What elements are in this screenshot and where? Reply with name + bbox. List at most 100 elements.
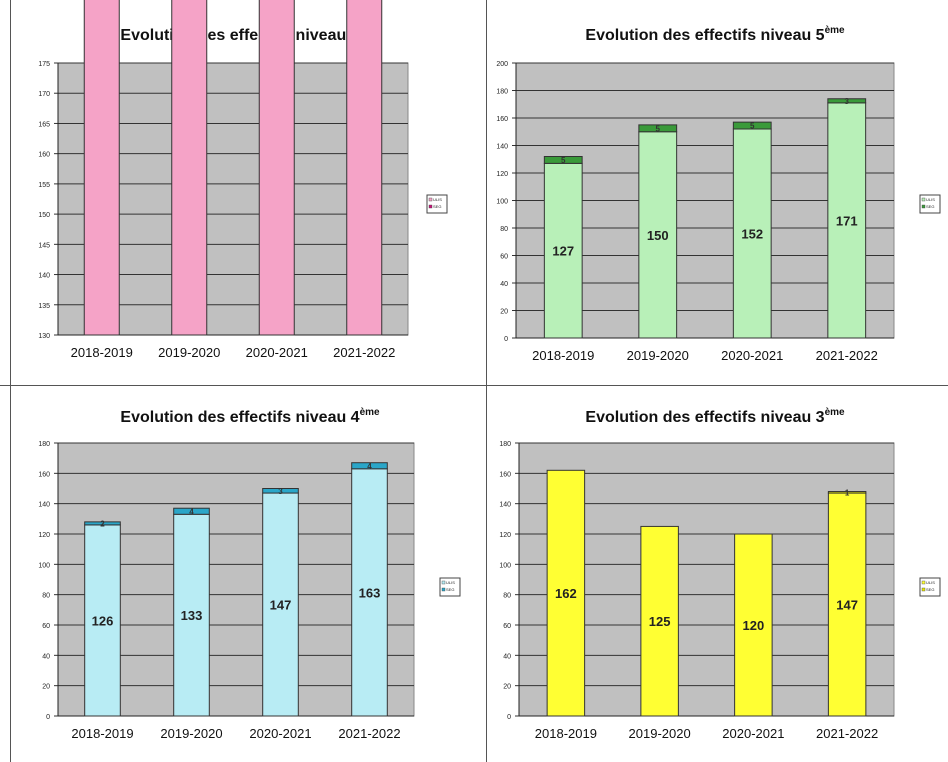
data-label-small: 1 [845, 488, 850, 497]
y-tick-label: 80 [500, 226, 508, 233]
bar-segment [638, 131, 678, 339]
chart-3: Evolution des effectifs niveau 4ème 0 20 40… [38, 407, 461, 741]
data-label: 171 [836, 213, 858, 228]
bar-segment [732, 121, 772, 130]
x-tick-label: 2020-2021 [722, 726, 784, 741]
bar-segment [173, 507, 210, 515]
y-tick-label: 145 [38, 242, 50, 249]
y-tick-label: 100 [38, 562, 50, 569]
x-tick-label: 2018-2019 [71, 345, 133, 360]
x-tick-label: 2021-2022 [816, 348, 878, 363]
bar-segment [84, 524, 121, 717]
x-tick-label: 2019-2020 [627, 348, 689, 363]
data-label-small: 3 [845, 97, 850, 106]
y-tick-label: 160 [38, 471, 50, 478]
x-tick-label: 2019-2020 [629, 726, 691, 741]
bar-segment [732, 128, 772, 339]
chart-title-superscript: ème [825, 25, 845, 36]
bar-segment [84, 521, 121, 526]
bar-segment [83, 0, 120, 336]
y-tick-label: 150 [38, 212, 50, 219]
legend: ULIS SEG [919, 194, 941, 214]
bar-segment [346, 0, 383, 336]
legend-label: ULIS [446, 580, 455, 585]
legend-label: SEG [926, 204, 934, 209]
chart-title-text: Evolution des effectifs niveau 6 [120, 27, 359, 44]
y-tick-label: 165 [38, 121, 50, 128]
y-tick-label: 160 [38, 152, 50, 159]
legend-label: SEG [433, 204, 441, 209]
bar-segment [171, 0, 208, 336]
data-label-small: 5 [561, 156, 566, 165]
bar-segment [262, 492, 299, 717]
y-tick-label: 40 [503, 653, 511, 660]
chart-title: Evolution des effectifs niveau 5ème [585, 25, 845, 44]
y-tick-label: 200 [496, 61, 508, 68]
y-tick-label: 140 [38, 502, 50, 509]
y-tick-label: 160 [499, 471, 511, 478]
x-tick-label: 2019-2020 [160, 726, 222, 741]
data-label-small: 2 [100, 519, 105, 528]
y-tick-label: 130 [38, 333, 50, 340]
legend-swatch [921, 580, 926, 585]
y-tick-label: 0 [504, 336, 508, 343]
y-tick-label: 20 [42, 684, 50, 691]
y-tick-label: 120 [496, 171, 508, 178]
y-tick-label: 40 [42, 653, 50, 660]
legend-label: SEG [446, 587, 454, 592]
y-tick-label: 140 [38, 273, 50, 280]
chart-title: Evolution des effectifs niveau 3ème [585, 407, 845, 426]
legend-label: ULIS [926, 197, 935, 202]
x-tick-label: 2018-2019 [535, 726, 597, 741]
x-tick-label: 2019-2020 [158, 345, 220, 360]
legend-swatch [428, 197, 433, 202]
chart-1: Evolution des effectifs niveau 6ème 130 13… [38, 0, 448, 360]
data-label-small: 5 [750, 122, 755, 131]
y-tick-label: 20 [503, 684, 511, 691]
y-tick-label: 60 [500, 254, 508, 261]
legend-swatch [921, 204, 926, 209]
x-tick-label: 2020-2021 [246, 345, 308, 360]
legend-swatch [428, 204, 433, 209]
data-label: 125 [649, 614, 671, 629]
data-label: 127 [552, 244, 574, 259]
x-tick-label: 2021-2022 [338, 726, 400, 741]
legend-label: ULIS [926, 580, 935, 585]
data-label: 133 [181, 608, 203, 623]
bar-segment [258, 0, 295, 336]
data-label: 162 [555, 586, 577, 601]
y-tick-label: 0 [507, 714, 511, 721]
legend-swatch [921, 197, 926, 202]
horizontal-divider [0, 385, 948, 386]
data-label: 147 [270, 598, 292, 613]
bar-segment [543, 162, 583, 339]
y-tick-label: 100 [499, 562, 511, 569]
legend-swatch [441, 587, 446, 592]
bar-segment [827, 102, 867, 339]
bar-segment [543, 156, 583, 164]
y-tick-label: 0 [46, 714, 50, 721]
data-label: 147 [836, 598, 858, 613]
data-label-small: 5 [656, 124, 661, 133]
bar-segment [640, 525, 679, 717]
chart-title: Evolution des effectifs niveau 4ème [120, 407, 380, 426]
data-label-small: 4 [189, 507, 194, 516]
bar-segment [827, 492, 867, 717]
y-tick-label: 80 [42, 593, 50, 600]
bar-segment [827, 491, 867, 494]
legend-label: ULIS [433, 197, 442, 202]
bar-segment [638, 124, 678, 133]
y-tick-label: 180 [38, 441, 50, 448]
chart-4: Evolution des effectifs niveau 3ème 0 20 40… [499, 407, 941, 741]
y-tick-label: 80 [503, 593, 511, 600]
y-tick-label: 120 [38, 532, 50, 539]
y-tick-label: 60 [503, 623, 511, 630]
y-tick-label: 160 [496, 116, 508, 123]
bar-segment [827, 98, 867, 104]
y-tick-label: 120 [499, 532, 511, 539]
y-tick-label: 155 [38, 182, 50, 189]
left-border-line [10, 0, 11, 762]
x-tick-label: 2021-2022 [333, 345, 395, 360]
